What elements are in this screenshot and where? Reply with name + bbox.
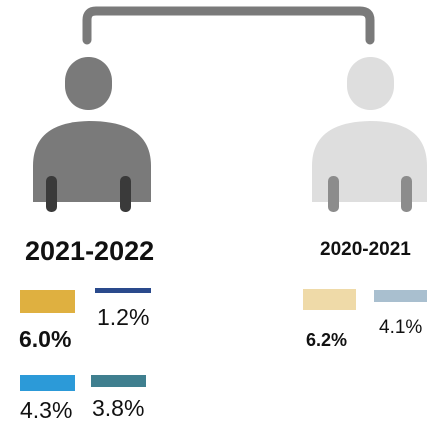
person-arm-left	[328, 176, 339, 212]
value-label: 3.8%	[92, 395, 145, 421]
person-arm-right	[401, 176, 412, 212]
person-icon-2020-2021	[312, 57, 427, 212]
legend-swatch-navy	[95, 288, 151, 293]
person-icon-2021-2022	[33, 57, 151, 212]
year-label-2021-2022: 2021-2022	[25, 236, 155, 266]
person-arm-left	[46, 176, 57, 212]
legend-swatch-light-gold	[303, 289, 356, 310]
legend-swatch-teal	[91, 375, 146, 387]
year-label-2020-2021: 2020-2021	[320, 239, 411, 260]
legend-swatch-light-blue	[374, 290, 427, 302]
value-label: 4.1%	[379, 317, 423, 338]
legend-swatch-gold	[20, 290, 75, 313]
value-label: 6.2%	[306, 330, 348, 350]
person-head	[347, 57, 394, 110]
value-label: 4.3%	[20, 397, 73, 423]
connector-bracket	[82, 6, 375, 45]
person-body	[312, 121, 427, 202]
value-label: 1.2%	[97, 304, 150, 330]
value-label: 6.0%	[19, 326, 72, 352]
person-head	[65, 57, 112, 110]
legend-swatch-sky-blue	[20, 375, 75, 391]
person-arm-right	[120, 176, 131, 212]
